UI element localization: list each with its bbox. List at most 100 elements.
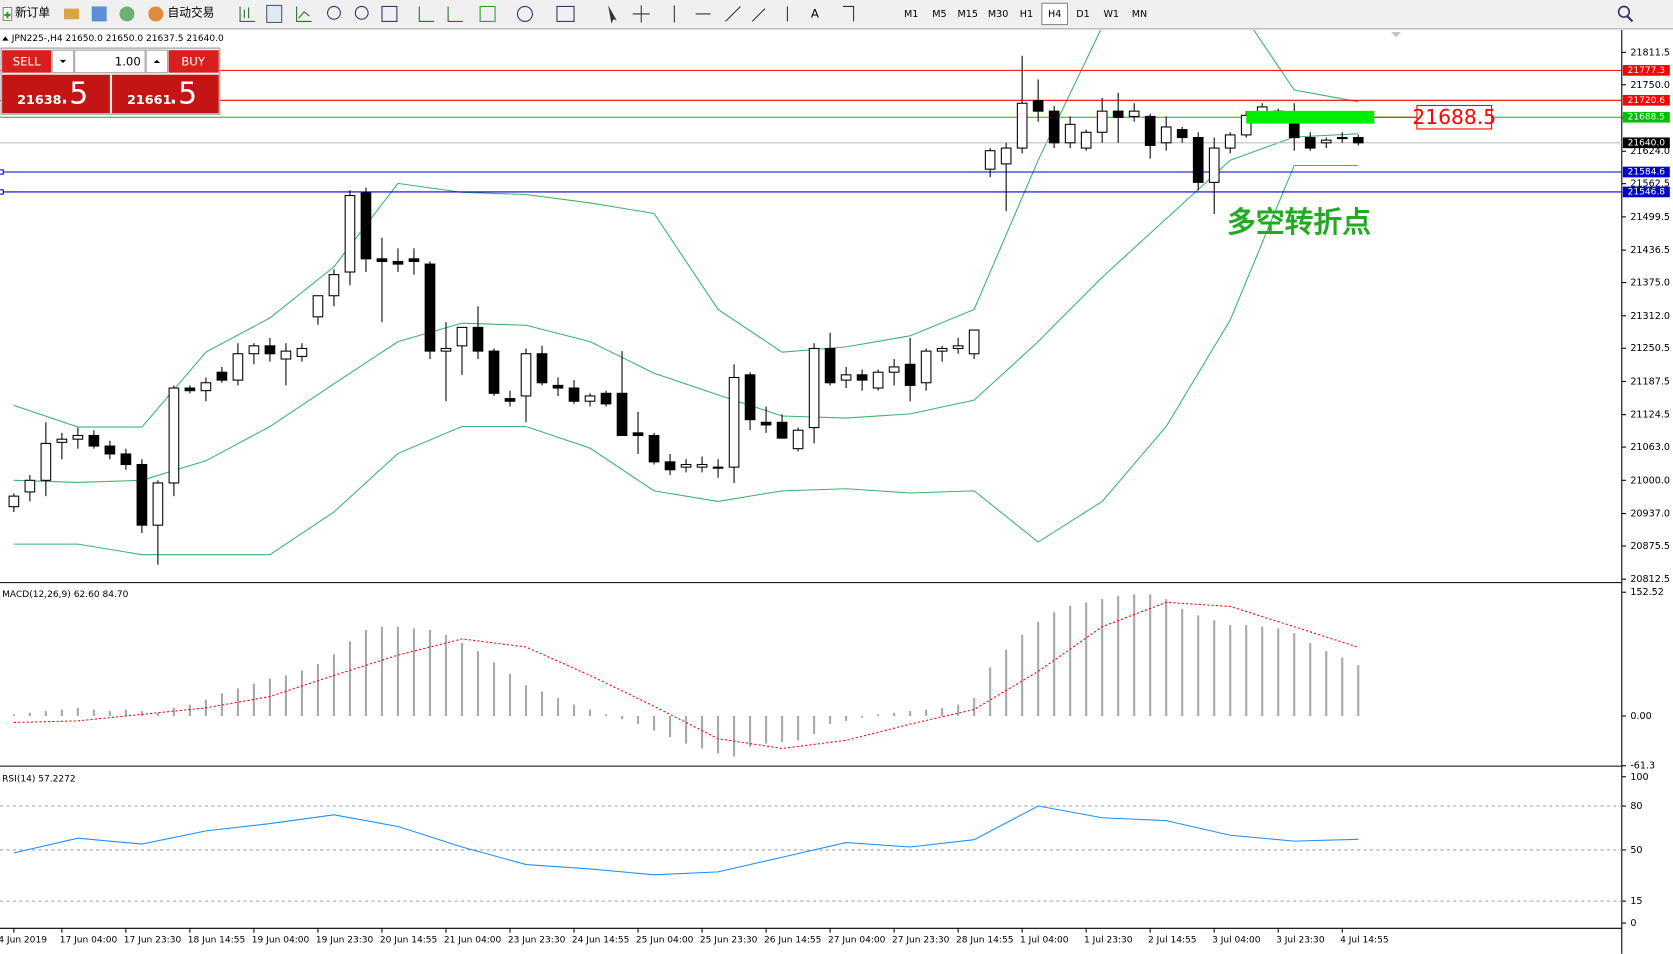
y-tick-label: 20875.5 — [1630, 541, 1670, 552]
level-label: 21720.6 — [1628, 96, 1666, 106]
zoom-out[interactable] — [354, 5, 369, 20]
candle-body — [872, 371, 884, 389]
zoom-in[interactable] — [327, 5, 341, 20]
candle-body — [56, 438, 68, 443]
timeframe-button[interactable]: M1 — [904, 9, 918, 20]
volume-field[interactable] — [74, 49, 146, 74]
timeframe-button[interactable]: H4 — [1048, 9, 1061, 20]
timeframe-button[interactable]: D1 — [1076, 9, 1090, 20]
text-tool[interactable]: A — [811, 6, 819, 20]
timeframe-button[interactable]: W1 — [1103, 9, 1119, 20]
candle-body — [824, 347, 836, 384]
panel-title: RSI(14) 57.2272 — [2, 774, 76, 784]
candle-body — [392, 260, 404, 265]
spinner-arrow — [153, 59, 161, 64]
candle-body — [232, 353, 244, 381]
level-label: 21584.6 — [1628, 168, 1666, 178]
candle-body — [72, 434, 84, 440]
timeframe-button[interactable]: H1 — [1020, 9, 1033, 20]
candle-body — [184, 387, 196, 392]
candle-body — [1336, 136, 1348, 140]
bollinger-upper — [13, 29, 1359, 428]
x-tick-label: 18 Jun 14:55 — [188, 936, 245, 946]
timeframe-button[interactable]: M30 — [988, 9, 1009, 20]
volume-value[interactable]: 1.00 — [115, 54, 141, 68]
x-tick-label: 27 Jun 23:30 — [892, 936, 950, 946]
auto-trading-button[interactable]: 自动交易 — [168, 5, 215, 19]
y-tick-label: 21312.0 — [1630, 311, 1670, 322]
rsi-line — [13, 805, 1359, 876]
timeframe-button[interactable]: M15 — [957, 9, 977, 20]
x-tick-label: 25 Jun 04:00 — [636, 936, 694, 946]
candle-body — [1064, 123, 1076, 144]
candle-body — [1096, 110, 1108, 133]
auto-trading-icon[interactable] — [148, 6, 164, 22]
x-tick-label: 19 Jun 23:30 — [316, 936, 374, 946]
sell-price-tail[interactable]: .5 — [60, 77, 89, 112]
y-tick-label: 0 — [1630, 918, 1636, 929]
timeframe-button[interactable]: M5 — [932, 9, 946, 20]
x-tick-label: 26 Jun 14:55 — [764, 936, 821, 946]
icon[interactable] — [479, 5, 496, 22]
cursor-icon[interactable] — [608, 5, 617, 24]
icon[interactable] — [381, 5, 398, 22]
new-order-button[interactable]: 新订单 — [15, 5, 50, 19]
candle-body — [616, 392, 628, 437]
x-tick-label: 1 Jul 04:00 — [1020, 936, 1069, 946]
chart-title: JPN225-,H4 21650.0 21650.0 21637.5 21640… — [11, 34, 224, 44]
candle-body — [312, 295, 324, 318]
candle-body — [1320, 139, 1332, 144]
candle-body — [328, 274, 340, 297]
tool-icons[interactable] — [632, 5, 855, 23]
buy-price[interactable]: 21661 — [127, 93, 172, 108]
y-tick-label: -61.3 — [1630, 761, 1655, 772]
x-tick-label: 23 Jun 23:30 — [508, 936, 566, 946]
icon[interactable] — [91, 6, 107, 22]
icon[interactable] — [239, 6, 256, 22]
candle-body — [936, 347, 948, 352]
candle-body — [504, 398, 516, 402]
candle-body — [24, 479, 36, 493]
sell-label[interactable]: SELL — [13, 54, 41, 68]
candle-body — [248, 345, 260, 355]
icon[interactable] — [64, 8, 79, 20]
candle-body — [1016, 102, 1028, 149]
sell-price[interactable]: 21638 — [17, 93, 62, 108]
buy-button[interactable] — [168, 50, 219, 73]
candle-body — [808, 347, 820, 429]
icon[interactable] — [516, 5, 533, 22]
candle-body — [1304, 136, 1316, 149]
buy-price-tail[interactable]: .5 — [169, 77, 198, 112]
highlight-label: 21688.5 — [1412, 105, 1496, 129]
icon[interactable] — [296, 6, 312, 22]
x-tick-label: 14 Jun 2019 — [0, 936, 47, 946]
candle-body — [168, 387, 180, 484]
level-label-box — [1622, 186, 1670, 198]
candle-body — [744, 374, 756, 421]
dropdown-arrow — [59, 59, 67, 64]
buy-label[interactable]: BUY — [181, 54, 206, 68]
candle-body — [776, 421, 788, 439]
search-icon[interactable] — [1617, 5, 1631, 18]
candle-body — [344, 195, 356, 273]
x-tick-label: 21 Jun 04:00 — [444, 936, 502, 946]
sell-price-box[interactable] — [2, 74, 110, 114]
sell-button[interactable] — [2, 50, 52, 73]
toolbar — [0, 0, 1673, 29]
y-tick-label: 21624.0 — [1630, 146, 1670, 157]
buy-price-box[interactable] — [112, 74, 219, 114]
x-tick-label: 27 Jun 04:00 — [828, 936, 886, 946]
icon[interactable] — [556, 5, 575, 22]
level-label-box — [1622, 94, 1670, 106]
candle-body — [216, 371, 228, 381]
icon[interactable] — [119, 6, 135, 22]
icon[interactable] — [418, 6, 464, 22]
y-tick-label: 21375.0 — [1630, 278, 1670, 289]
macd-panel: MACD(12,26,9) 62.60 84.70 152.52 0.00 -61.3 — [0, 587, 1664, 772]
level-label-box — [1622, 137, 1670, 149]
candle-body — [376, 258, 388, 262]
timeframe-button[interactable]: MN — [1132, 9, 1147, 20]
candle-body — [728, 376, 740, 468]
icon[interactable] — [266, 4, 283, 24]
